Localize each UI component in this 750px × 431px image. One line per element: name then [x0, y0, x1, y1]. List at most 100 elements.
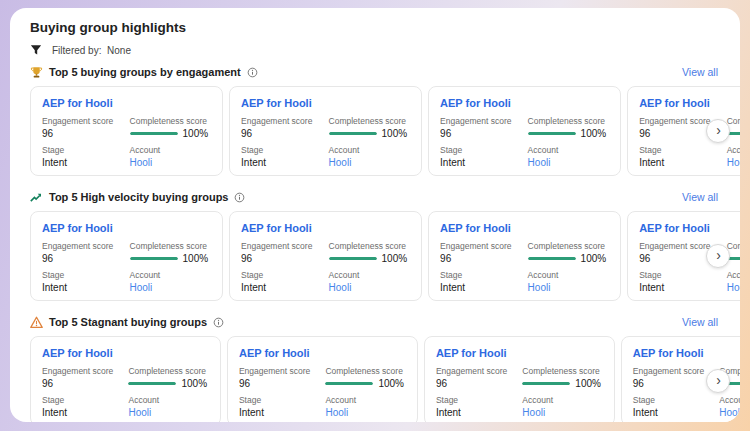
stage-value: Intent	[42, 157, 124, 168]
buying-group-title[interactable]: AEP for Hooli	[440, 222, 609, 234]
stage-label: Stage	[440, 270, 522, 280]
account-link[interactable]: Hooli	[325, 407, 405, 418]
trophy-icon	[30, 66, 43, 79]
account-label: Account	[727, 270, 740, 280]
buying-group-title[interactable]: AEP for Hooli	[42, 347, 209, 359]
account-label: Account	[329, 145, 411, 155]
account-link[interactable]: Hooli	[727, 282, 740, 293]
stage-value: Intent	[639, 157, 721, 168]
buying-group-title[interactable]: AEP for Hooli	[639, 222, 740, 234]
cards-row-stagnant: AEP for Hooli Engagement score 96 Comple…	[30, 336, 740, 422]
view-all-link[interactable]: View all	[682, 66, 718, 78]
account-label: Account	[727, 145, 740, 155]
account-link[interactable]: Hooli	[128, 407, 208, 418]
view-all-link[interactable]: View all	[682, 316, 718, 328]
stage-label: Stage	[42, 270, 124, 280]
account-label: Account	[325, 395, 405, 405]
buying-group-card[interactable]: AEP for Hooli Engagement score 96 Comple…	[229, 211, 422, 301]
buying-group-title[interactable]: AEP for Hooli	[241, 97, 410, 109]
engagement-score-label: Engagement score	[42, 366, 122, 376]
engagement-score-label: Engagement score	[436, 366, 516, 376]
buying-group-title[interactable]: AEP for Hooli	[440, 97, 609, 109]
engagement-score-label: Engagement score	[42, 241, 124, 251]
funnel-icon	[30, 44, 42, 56]
buying-group-card[interactable]: AEP for Hooli Engagement score 96 Comple…	[227, 336, 418, 422]
buying-group-title[interactable]: AEP for Hooli	[633, 347, 740, 359]
account-label: Account	[528, 270, 610, 280]
buying-group-card[interactable]: AEP for Hooli Engagement score 96 Comple…	[30, 336, 221, 422]
buying-group-title[interactable]: AEP for Hooli	[639, 97, 740, 109]
buying-group-card[interactable]: AEP for Hooli Engagement score 96 Comple…	[30, 211, 223, 301]
info-circle-icon[interactable]	[234, 192, 245, 203]
engagement-score-value: 96	[42, 378, 122, 389]
completeness-score-value: 100%	[183, 253, 209, 264]
engagement-score-value: 96	[241, 253, 323, 264]
completeness-score-label: Completeness score	[325, 366, 405, 376]
info-circle-icon[interactable]	[247, 67, 258, 78]
buying-group-title[interactable]: AEP for Hooli	[239, 347, 406, 359]
completeness-progress-bar	[528, 257, 576, 260]
carousel-next-button[interactable]: ›	[706, 119, 730, 143]
carousel-next-button[interactable]: ›	[706, 244, 730, 268]
stage-label: Stage	[239, 395, 319, 405]
completeness-score-label: Completeness score	[128, 366, 208, 376]
buying-group-card[interactable]: AEP for Hooli Engagement score 96 Comple…	[428, 211, 621, 301]
chevron-right-icon: ›	[716, 248, 721, 262]
stage-value: Intent	[241, 157, 323, 168]
buying-group-title[interactable]: AEP for Hooli	[436, 347, 603, 359]
completeness-score-value: 100%	[382, 128, 408, 139]
account-label: Account	[522, 395, 602, 405]
account-link[interactable]: Hooli	[522, 407, 602, 418]
view-all-link[interactable]: View all	[682, 191, 718, 203]
stage-label: Stage	[241, 270, 323, 280]
completeness-progress-bar	[522, 382, 570, 385]
account-link[interactable]: Hooli	[528, 157, 610, 168]
account-link[interactable]: Hooli	[727, 157, 740, 168]
account-label: Account	[130, 270, 212, 280]
engagement-score-value: 96	[239, 378, 319, 389]
engagement-score-value: 96	[440, 253, 522, 264]
account-link[interactable]: Hooli	[719, 407, 740, 418]
cards-row-engagement: AEP for Hooli Engagement score 96 Comple…	[30, 86, 740, 176]
stage-label: Stage	[440, 145, 522, 155]
completeness-score-label: Completeness score	[522, 366, 602, 376]
page-title: Buying group highlights	[30, 20, 740, 35]
stage-value: Intent	[440, 157, 522, 168]
filter-bar[interactable]: Filtered by: None	[30, 44, 740, 56]
stage-value: Intent	[42, 407, 122, 418]
buying-group-card[interactable]: AEP for Hooli Engagement score 96 Comple…	[30, 86, 223, 176]
completeness-score-value: 100%	[581, 128, 607, 139]
carousel-next-button[interactable]: ›	[706, 369, 730, 393]
warning-triangle-icon	[30, 316, 43, 329]
buying-group-title[interactable]: AEP for Hooli	[42, 97, 211, 109]
account-link[interactable]: Hooli	[329, 157, 411, 168]
stage-value: Intent	[436, 407, 516, 418]
section-top-engagement: Top 5 buying groups by engagament View a…	[30, 64, 740, 176]
info-circle-icon[interactable]	[213, 317, 224, 328]
engagement-score-label: Engagement score	[241, 241, 323, 251]
buying-group-card[interactable]: AEP for Hooli Engagement score 96 Comple…	[229, 86, 422, 176]
completeness-score-label: Completeness score	[528, 241, 610, 251]
account-link[interactable]: Hooli	[329, 282, 411, 293]
chevron-right-icon: ›	[716, 123, 721, 137]
cards-row-high-velocity: AEP for Hooli Engagement score 96 Comple…	[30, 211, 740, 301]
stage-label: Stage	[633, 395, 713, 405]
completeness-progress-bar	[128, 382, 176, 385]
buying-group-card[interactable]: AEP for Hooli Engagement score 96 Comple…	[424, 336, 615, 422]
stage-label: Stage	[639, 270, 721, 280]
completeness-score-label: Completeness score	[130, 116, 212, 126]
engagement-score-label: Engagement score	[42, 116, 124, 126]
completeness-score-value: 100%	[378, 378, 404, 389]
account-link[interactable]: Hooli	[528, 282, 610, 293]
buying-group-card[interactable]: AEP for Hooli Engagement score 96 Comple…	[428, 86, 621, 176]
buying-group-title[interactable]: AEP for Hooli	[42, 222, 211, 234]
completeness-score-label: Completeness score	[528, 116, 610, 126]
account-link[interactable]: Hooli	[130, 282, 212, 293]
buying-group-title[interactable]: AEP for Hooli	[241, 222, 410, 234]
account-link[interactable]: Hooli	[130, 157, 212, 168]
section-high-velocity: Top 5 High velocity buying groups View a…	[30, 189, 740, 301]
filter-value: None	[107, 45, 131, 56]
engagement-score-label: Engagement score	[241, 116, 323, 126]
stage-label: Stage	[42, 145, 124, 155]
engagement-score-value: 96	[440, 128, 522, 139]
